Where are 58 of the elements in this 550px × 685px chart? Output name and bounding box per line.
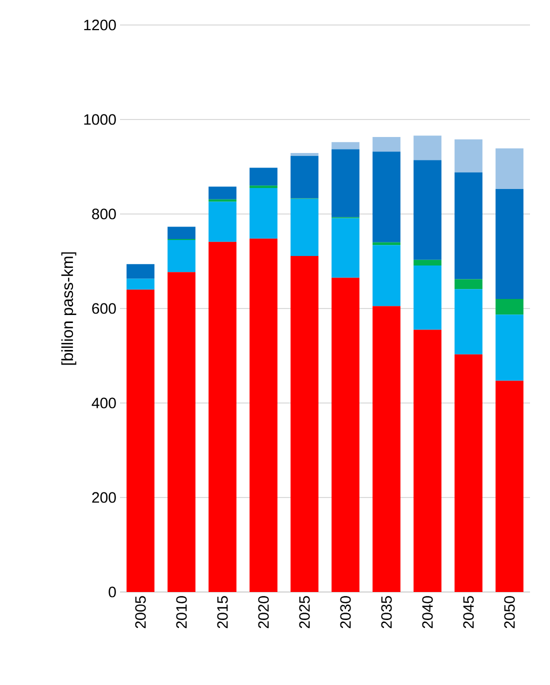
bar [290, 153, 318, 156]
bar [208, 242, 236, 592]
bar [372, 136, 400, 152]
bar [208, 202, 236, 242]
x-tick-label: 2045 [463, 596, 474, 628]
bar [372, 306, 400, 592]
bar [414, 136, 442, 160]
bar [496, 380, 524, 592]
bar [126, 290, 154, 592]
y-tick-label: 0 [108, 586, 116, 598]
y-tick-label: 200 [92, 492, 116, 503]
bar [332, 142, 360, 150]
bar [208, 186, 236, 200]
y-tick-label: 1200 [84, 20, 116, 30]
bar [250, 188, 278, 239]
bar [454, 172, 482, 280]
bar [168, 226, 196, 240]
bar [126, 278, 154, 290]
bar [414, 330, 442, 592]
bar [290, 256, 318, 592]
bar [496, 188, 524, 300]
bar [250, 238, 278, 592]
x-tick-label: 2020 [258, 596, 269, 628]
y-tick-label: 1000 [84, 114, 116, 125]
y-tick-label: 400 [92, 398, 116, 408]
y-tick-label: 600 [92, 303, 116, 314]
x-tick-label: 2040 [422, 596, 433, 628]
bar [332, 218, 360, 278]
y-tick-label: 800 [92, 208, 116, 220]
bar [454, 139, 482, 172]
bar [372, 245, 400, 306]
bar [414, 260, 442, 266]
bar [332, 278, 360, 592]
x-tick-label: 2035 [381, 596, 392, 628]
bar [250, 168, 278, 186]
bar [168, 272, 196, 592]
x-tick-label: 2030 [340, 596, 351, 628]
bar [454, 354, 482, 592]
bar [496, 314, 524, 381]
bar [168, 240, 196, 272]
bar [414, 160, 442, 260]
bar [496, 299, 524, 315]
x-tick-label: 2050 [504, 596, 515, 628]
bar [496, 148, 524, 189]
x-tick-label: 2015 [217, 596, 228, 628]
bar [454, 279, 482, 290]
bar [126, 264, 154, 279]
bar [332, 149, 360, 218]
bar [250, 186, 278, 188]
bar [454, 289, 482, 354]
bar [414, 266, 442, 330]
x-tick-label: 2010 [176, 596, 187, 628]
bar [290, 156, 318, 198]
bar [372, 152, 400, 242]
x-tick-label: 2005 [135, 596, 146, 628]
x-tick-label: 2025 [299, 596, 310, 628]
y-axis-title: [billion pass-km] [61, 252, 76, 365]
bar [290, 198, 318, 256]
